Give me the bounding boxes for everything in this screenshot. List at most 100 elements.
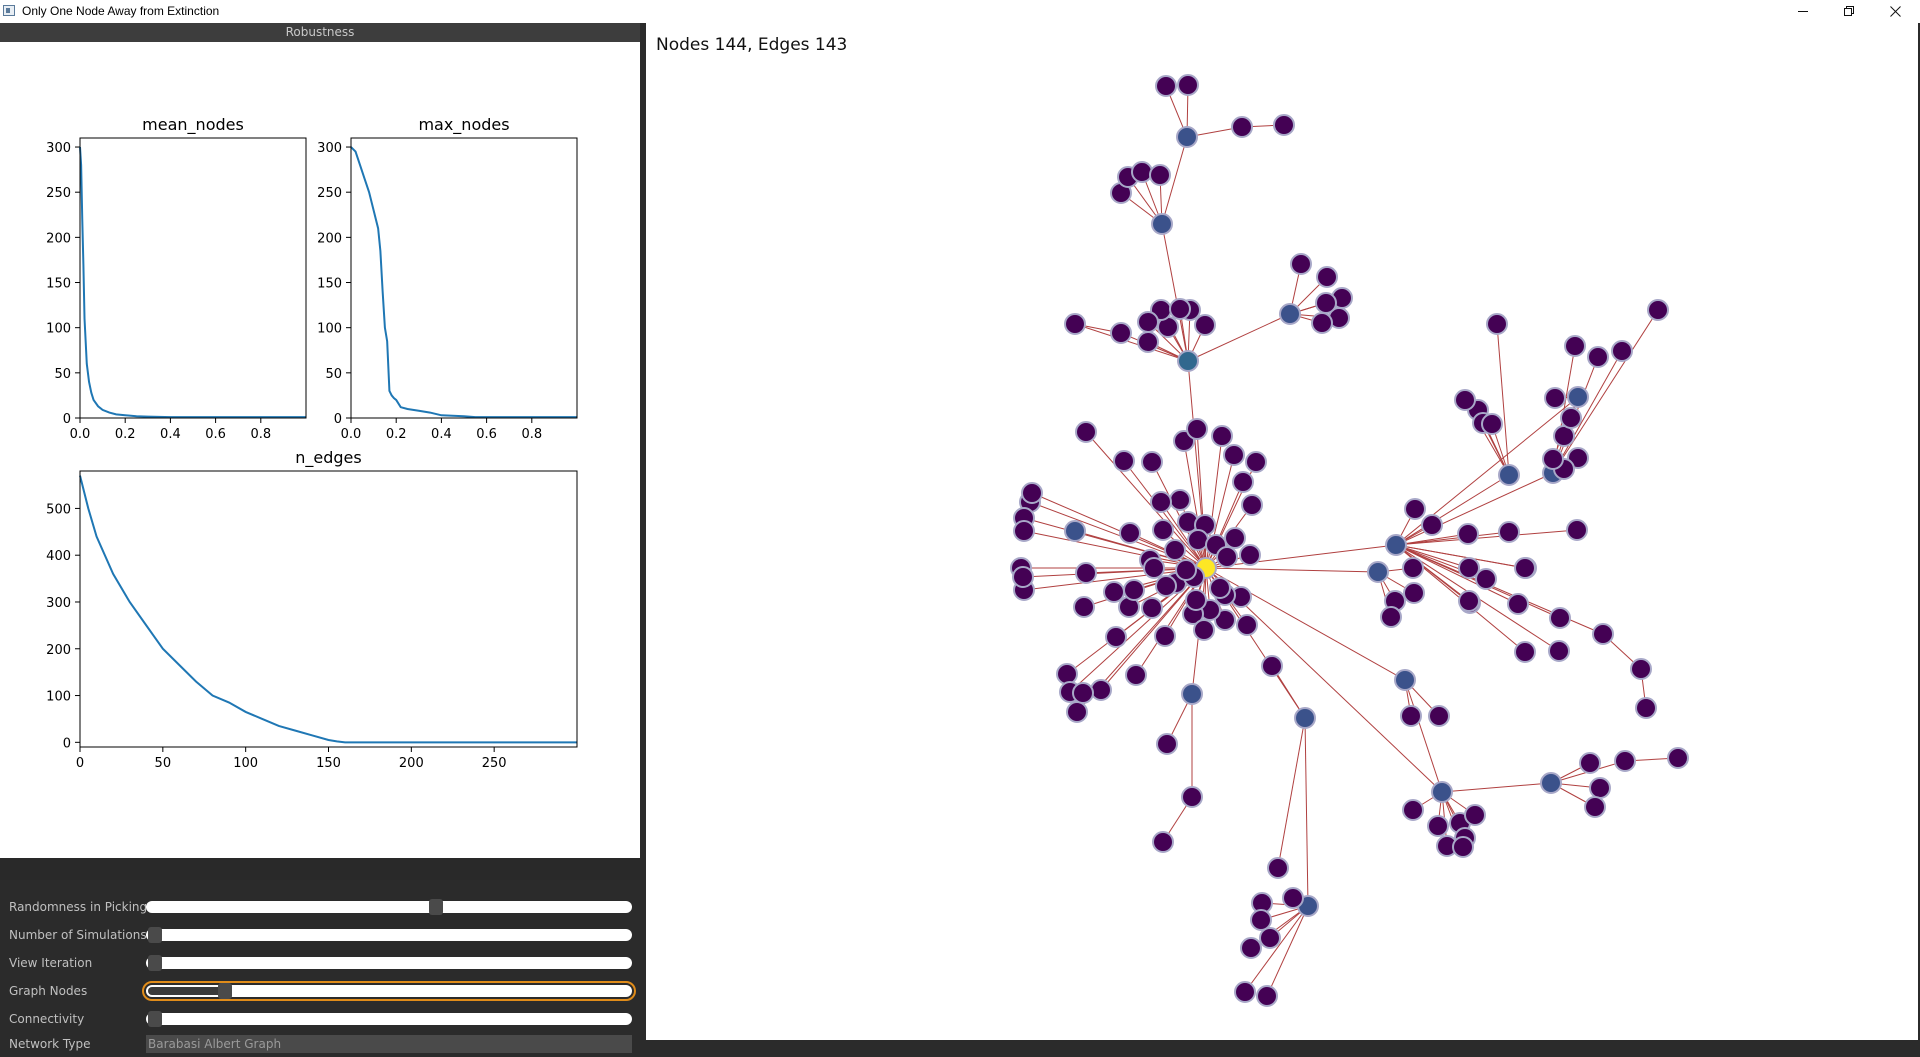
graph-node xyxy=(1259,927,1281,949)
graph-node xyxy=(1152,519,1174,541)
slider-thumb[interactable] xyxy=(428,899,443,915)
graph-node xyxy=(1231,116,1253,138)
graph-node xyxy=(1498,464,1520,486)
window-title: Only One Node Away from Extinction xyxy=(22,4,220,18)
graph-node xyxy=(1486,313,1508,335)
series-line xyxy=(79,146,306,419)
graph-node xyxy=(1566,519,1588,541)
graph-node xyxy=(1611,340,1633,362)
graph-node xyxy=(1290,253,1312,275)
graph-panel: Nodes 144, Edges 143 xyxy=(646,23,1920,1040)
graph-node xyxy=(1311,312,1333,334)
graph-node xyxy=(1404,498,1426,520)
graph-node xyxy=(1223,444,1245,466)
restore-button[interactable] xyxy=(1826,0,1872,22)
panel-divider[interactable] xyxy=(640,23,646,1040)
y-tick-label: 0 xyxy=(63,412,71,427)
y-tick-label: 150 xyxy=(46,277,71,292)
graph-edge xyxy=(1205,544,1397,569)
minimize-button[interactable] xyxy=(1780,0,1826,22)
view-iteration-slider[interactable] xyxy=(146,955,632,971)
x-tick-label: 0.8 xyxy=(521,427,542,442)
graph-node xyxy=(1549,607,1571,629)
control-network-type: Network Type Barabasi Albert Graph xyxy=(0,1033,640,1057)
series-line xyxy=(350,146,577,419)
graph-node xyxy=(1647,299,1669,321)
x-tick-label: 200 xyxy=(399,756,424,771)
y-tick-label: 100 xyxy=(46,690,71,705)
graph-node xyxy=(1103,581,1125,603)
graph-node xyxy=(1113,450,1135,472)
plot-frame xyxy=(350,137,578,419)
graph-node xyxy=(1402,557,1424,579)
left-panel: Robustness mean_nodes 0.0 0.2 0.4 0.6 0.8 0 50 1… xyxy=(0,23,640,1053)
graph-node xyxy=(1544,387,1566,409)
graph-title: Nodes 144, Edges 143 xyxy=(656,35,848,55)
window-border xyxy=(1918,23,1920,1040)
graph-node xyxy=(1403,582,1425,604)
y-tick-label: 250 xyxy=(46,186,71,201)
close-button[interactable] xyxy=(1872,0,1918,22)
x-tick-label: 0.2 xyxy=(115,427,136,442)
controls-panel: Randomness in Picking Number of Simulati… xyxy=(0,880,640,1053)
graph-node xyxy=(1064,520,1086,542)
control-label: View Iteration xyxy=(9,956,93,970)
x-tick-label: 0.2 xyxy=(386,427,407,442)
graph-node xyxy=(1155,75,1177,97)
graph-node xyxy=(1176,126,1198,148)
x-tick-label: 0.0 xyxy=(341,427,362,442)
slider-thumb[interactable] xyxy=(218,983,233,999)
graph-edge xyxy=(1100,567,1207,691)
graph-node xyxy=(1177,74,1199,96)
chart-title: n_edges xyxy=(295,448,361,468)
randomness-slider[interactable] xyxy=(146,899,632,915)
x-tick-label: 0.4 xyxy=(431,427,452,442)
network-type-dropdown[interactable]: Barabasi Albert Graph xyxy=(146,1035,632,1053)
graph-node xyxy=(1514,641,1536,663)
graph-edge xyxy=(1304,717,1309,907)
graph-node xyxy=(1564,335,1586,357)
control-label: Network Type xyxy=(9,1037,91,1051)
graph-node xyxy=(1428,705,1450,727)
graph-node xyxy=(1064,313,1086,335)
graph-edge xyxy=(1496,323,1510,476)
graph-node xyxy=(1156,733,1178,755)
graph-edge xyxy=(1395,544,1470,602)
graph-node xyxy=(1224,527,1246,549)
graph-node xyxy=(1245,451,1267,473)
y-tick-label: 50 xyxy=(325,367,342,382)
graph-node xyxy=(1169,298,1191,320)
slider-thumb[interactable] xyxy=(148,955,162,971)
graph-node xyxy=(1056,663,1078,685)
y-tick-label: 250 xyxy=(317,186,342,201)
graph-node xyxy=(1131,161,1153,183)
graph-node xyxy=(1181,683,1203,705)
network-graph[interactable] xyxy=(646,23,1918,1040)
graph-node xyxy=(1137,331,1159,353)
restore-icon xyxy=(1843,5,1854,16)
graph-node xyxy=(1402,799,1424,821)
control-simulations: Number of Simulations xyxy=(0,924,640,948)
graph-edge xyxy=(1395,544,1519,605)
y-tick-label: 500 xyxy=(46,502,71,517)
graph-node xyxy=(1584,796,1606,818)
graph-edge xyxy=(1085,431,1207,569)
simulations-slider[interactable] xyxy=(146,927,632,943)
slider-thumb[interactable] xyxy=(148,927,162,943)
graph-node xyxy=(1123,579,1145,601)
graph-node xyxy=(1154,625,1176,647)
graph-node xyxy=(1560,407,1582,429)
graph-node xyxy=(1250,909,1272,931)
slider-thumb[interactable] xyxy=(148,1011,162,1027)
graph-node xyxy=(1119,522,1141,544)
graph-nodes-slider[interactable] xyxy=(142,981,636,1001)
connectivity-slider[interactable] xyxy=(146,1011,632,1027)
graph-node xyxy=(1431,781,1453,803)
graph-node xyxy=(1216,546,1238,568)
graph-node xyxy=(1150,491,1172,513)
graph-edge xyxy=(1244,905,1309,993)
x-tick-label: 250 xyxy=(482,756,507,771)
graph-node xyxy=(1475,568,1497,590)
chart-title: mean_nodes xyxy=(142,115,244,135)
graph-node xyxy=(1400,705,1422,727)
